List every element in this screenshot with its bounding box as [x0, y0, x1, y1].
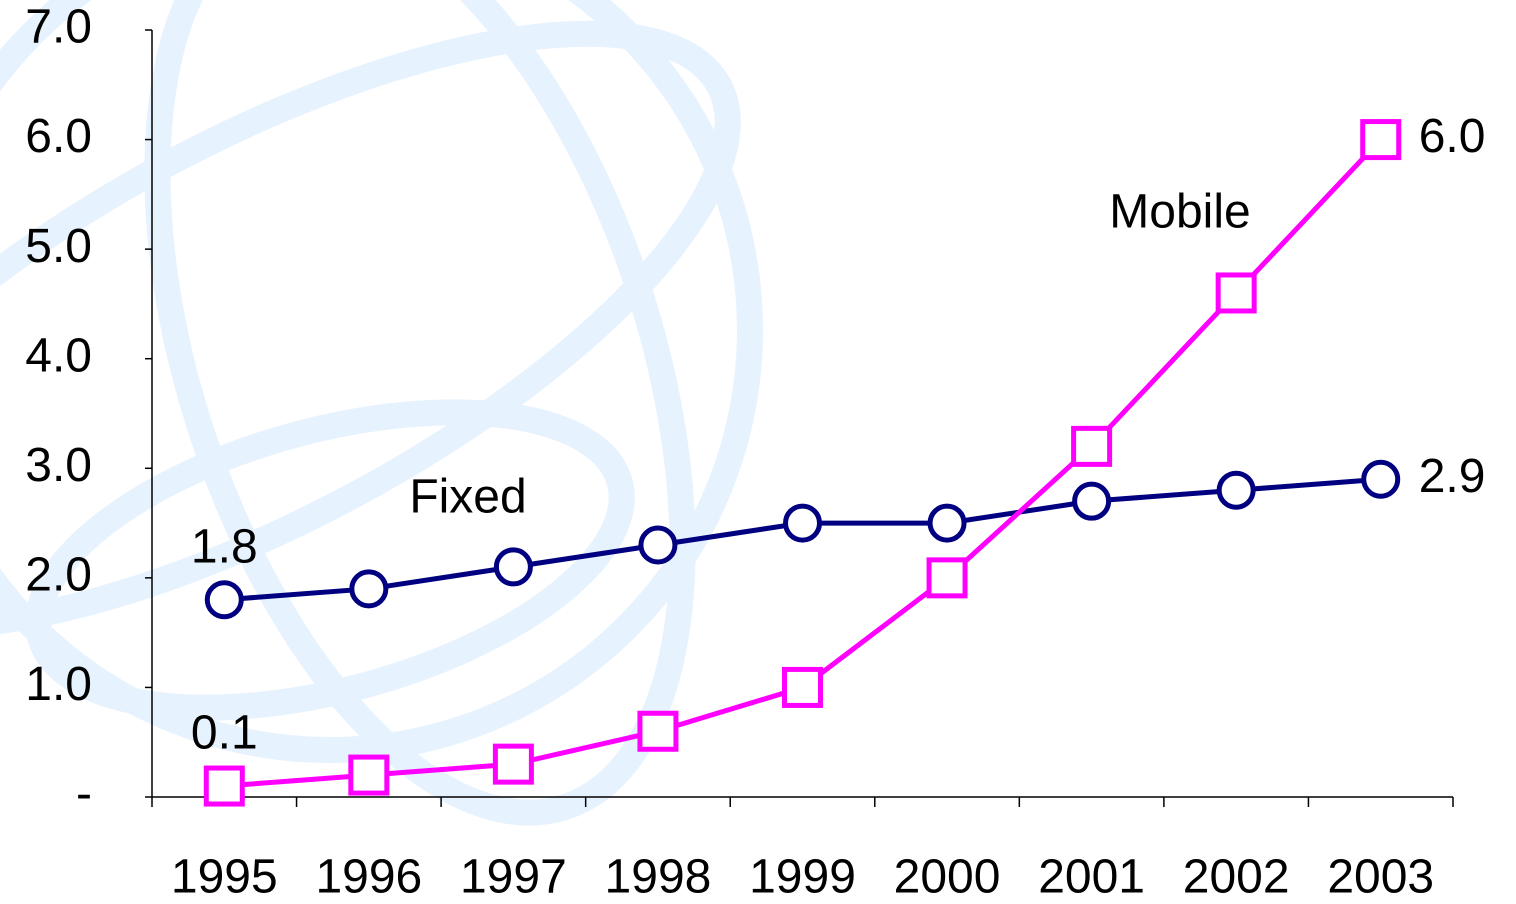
background-globe: [0, 0, 808, 878]
x-tick-label: 1998: [605, 851, 712, 904]
x-tick-label: 2001: [1038, 851, 1145, 904]
marker: [1218, 275, 1254, 311]
x-tick-label: 2003: [1327, 851, 1434, 904]
y-tick-label: 2.0: [25, 549, 92, 602]
x-tick-label: 1999: [749, 851, 856, 904]
marker: [351, 757, 387, 793]
series-name: Fixed: [409, 471, 526, 524]
y-tick-label: 6.0: [25, 110, 92, 163]
marker: [1363, 122, 1399, 158]
marker: [1219, 473, 1253, 507]
y-tick-label: -: [76, 768, 92, 821]
x-tick-label: 1997: [460, 851, 567, 904]
marker: [930, 506, 964, 540]
series-name: Mobile: [1109, 186, 1250, 239]
marker: [495, 746, 531, 782]
marker: [206, 768, 242, 804]
y-tick-label: 3.0: [25, 439, 92, 492]
marker: [640, 713, 676, 749]
data-label: 1.8: [191, 520, 258, 573]
x-tick-label: 2000: [894, 851, 1001, 904]
marker: [496, 550, 530, 584]
y-tick-label: 1.0: [25, 658, 92, 711]
marker: [352, 572, 386, 606]
y-tick-label: 5.0: [25, 220, 92, 273]
y-tick-label: 4.0: [25, 329, 92, 382]
marker: [929, 560, 965, 596]
data-label: 0.1: [191, 707, 258, 760]
data-label: 6.0: [1419, 110, 1486, 163]
marker: [1075, 484, 1109, 518]
chart: - 1.0 2.0 3.0 4.0 5.0 6.0 7.0 1995 1996 1997 1998 19…: [0, 0, 1516, 904]
marker: [785, 669, 821, 705]
marker: [641, 528, 675, 562]
x-tick-label: 2002: [1183, 851, 1290, 904]
marker: [1364, 462, 1398, 496]
x-tick-label: 1996: [315, 851, 422, 904]
y-tick-label: 7.0: [25, 1, 92, 54]
x-tick-label: 1995: [171, 851, 278, 904]
marker: [1074, 428, 1110, 464]
data-label: 2.9: [1419, 450, 1486, 503]
marker: [786, 506, 820, 540]
marker: [207, 583, 241, 617]
